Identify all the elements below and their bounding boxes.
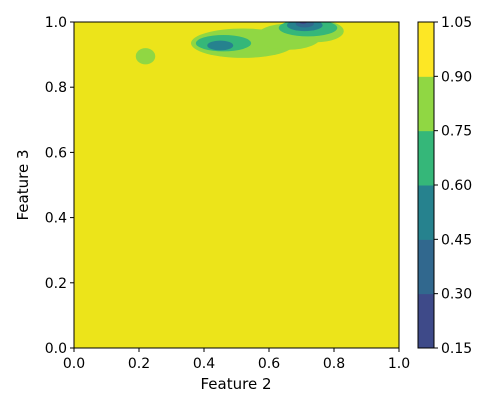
x-tick-label: 0.4 bbox=[193, 356, 215, 372]
colorbar-tick-label: 1.05 bbox=[441, 15, 472, 31]
x-tick-label: 0.0 bbox=[63, 356, 85, 372]
contour-region bbox=[295, 22, 314, 28]
x-tick-label: 0.8 bbox=[323, 356, 345, 372]
colorbar-segment bbox=[418, 22, 434, 77]
x-axis-ticks: 0.0 0.2 0.4 0.6 0.8 1.0 bbox=[63, 348, 410, 372]
colorbar-segment bbox=[418, 130, 434, 186]
colorbar-tick-label: 0.60 bbox=[441, 178, 472, 194]
x-tick-label: 1.0 bbox=[388, 356, 410, 372]
colorbar-segment bbox=[418, 239, 434, 295]
colorbar-tick-label: 0.75 bbox=[441, 124, 472, 140]
colorbar-tick-label: 0.30 bbox=[441, 287, 472, 303]
y-axis-label: Feature 3 bbox=[14, 150, 32, 221]
colorbar-segment bbox=[418, 76, 434, 132]
contour-region bbox=[207, 40, 234, 51]
colorbar-ticks: 0.15 0.30 0.45 0.60 0.75 0.90 1.05 bbox=[434, 15, 472, 357]
plot-background bbox=[74, 22, 399, 348]
y-tick-label: 0.2 bbox=[45, 276, 67, 292]
colorbar-tick-label: 0.45 bbox=[441, 232, 472, 248]
contour-region bbox=[135, 48, 156, 65]
y-axis-ticks: 0.0 0.2 0.4 0.6 0.8 1.0 bbox=[45, 15, 74, 357]
colorbar-segment bbox=[418, 185, 434, 240]
colorbar-tick-label: 0.90 bbox=[441, 69, 472, 85]
colorbar-tick-label: 0.15 bbox=[441, 341, 472, 357]
x-axis-label: Feature 2 bbox=[201, 375, 272, 393]
y-tick-label: 0.0 bbox=[45, 341, 67, 357]
colorbar-segment bbox=[418, 293, 434, 349]
contour-regions bbox=[135, 22, 344, 65]
x-tick-label: 0.6 bbox=[258, 356, 280, 372]
y-tick-label: 0.4 bbox=[45, 211, 67, 227]
y-tick-label: 0.6 bbox=[45, 145, 67, 161]
y-tick-label: 0.8 bbox=[45, 80, 67, 96]
x-tick-label: 0.2 bbox=[128, 356, 150, 372]
colorbar bbox=[418, 22, 434, 349]
y-tick-label: 1.0 bbox=[45, 15, 67, 31]
plot-frame bbox=[73, 21, 400, 349]
